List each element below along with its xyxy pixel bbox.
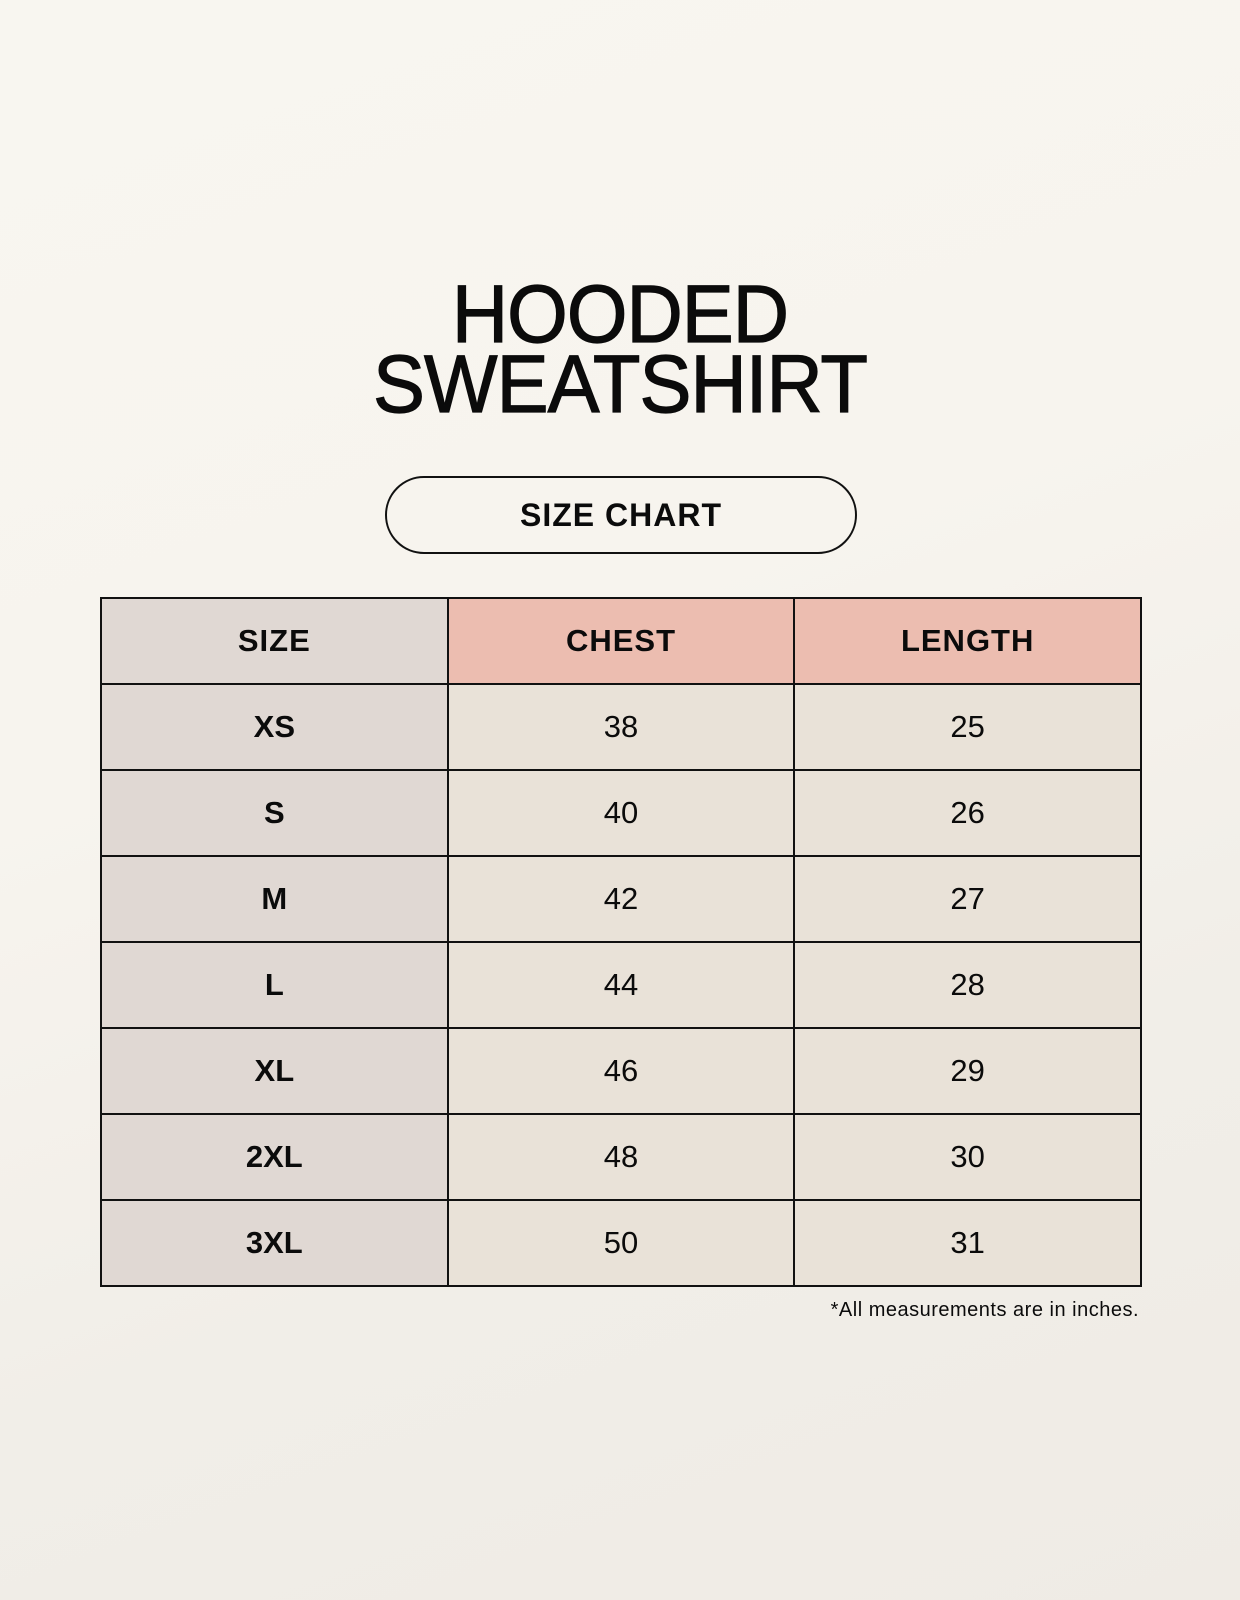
length-cell: 27 <box>793 855 1142 943</box>
header-chest: CHEST <box>446 597 796 685</box>
chest-cell: 40 <box>446 769 796 857</box>
chest-cell: 42 <box>446 855 796 943</box>
length-cell: 31 <box>793 1199 1142 1287</box>
header-length: LENGTH <box>793 597 1142 685</box>
length-cell: 25 <box>793 683 1142 771</box>
footnote: *All measurements are in inches. <box>830 1299 1139 1321</box>
length-cell: 28 <box>793 941 1142 1029</box>
size-cell: 3XL <box>100 1199 449 1287</box>
size-cell: XL <box>100 1027 449 1115</box>
length-cell: 26 <box>793 769 1142 857</box>
table-row: 2XL 48 30 <box>100 1113 1142 1201</box>
chest-cell: 44 <box>446 941 796 1029</box>
size-chart-label: SIZE CHART <box>385 476 857 554</box>
length-cell: 30 <box>793 1113 1142 1201</box>
page-title: HOODED SWEATSHIRT <box>31 269 1209 430</box>
table-row: M 42 27 <box>100 855 1142 943</box>
size-cell: 2XL <box>100 1113 449 1201</box>
table-row: L 44 28 <box>100 941 1142 1029</box>
size-cell: L <box>100 941 449 1029</box>
size-cell: XS <box>100 683 449 771</box>
size-table: SIZE CHEST LENGTH XS 38 25 S 40 26 M 42 27 L 44 28 X… <box>100 597 1142 1287</box>
table-row: XL 46 29 <box>100 1027 1142 1115</box>
chest-cell: 38 <box>446 683 796 771</box>
header-size: SIZE <box>100 597 449 685</box>
table-header-row: SIZE CHEST LENGTH <box>100 597 1142 685</box>
size-cell: M <box>100 855 449 943</box>
chest-cell: 50 <box>446 1199 796 1287</box>
title-line-1: HOODED <box>451 269 789 360</box>
chest-cell: 46 <box>446 1027 796 1115</box>
title-line-2: SWEATSHIRT <box>372 339 868 430</box>
table-row: 3XL 50 31 <box>100 1199 1142 1287</box>
size-cell: S <box>100 769 449 857</box>
table-row: XS 38 25 <box>100 683 1142 771</box>
chest-cell: 48 <box>446 1113 796 1201</box>
length-cell: 29 <box>793 1027 1142 1115</box>
table-row: S 40 26 <box>100 769 1142 857</box>
